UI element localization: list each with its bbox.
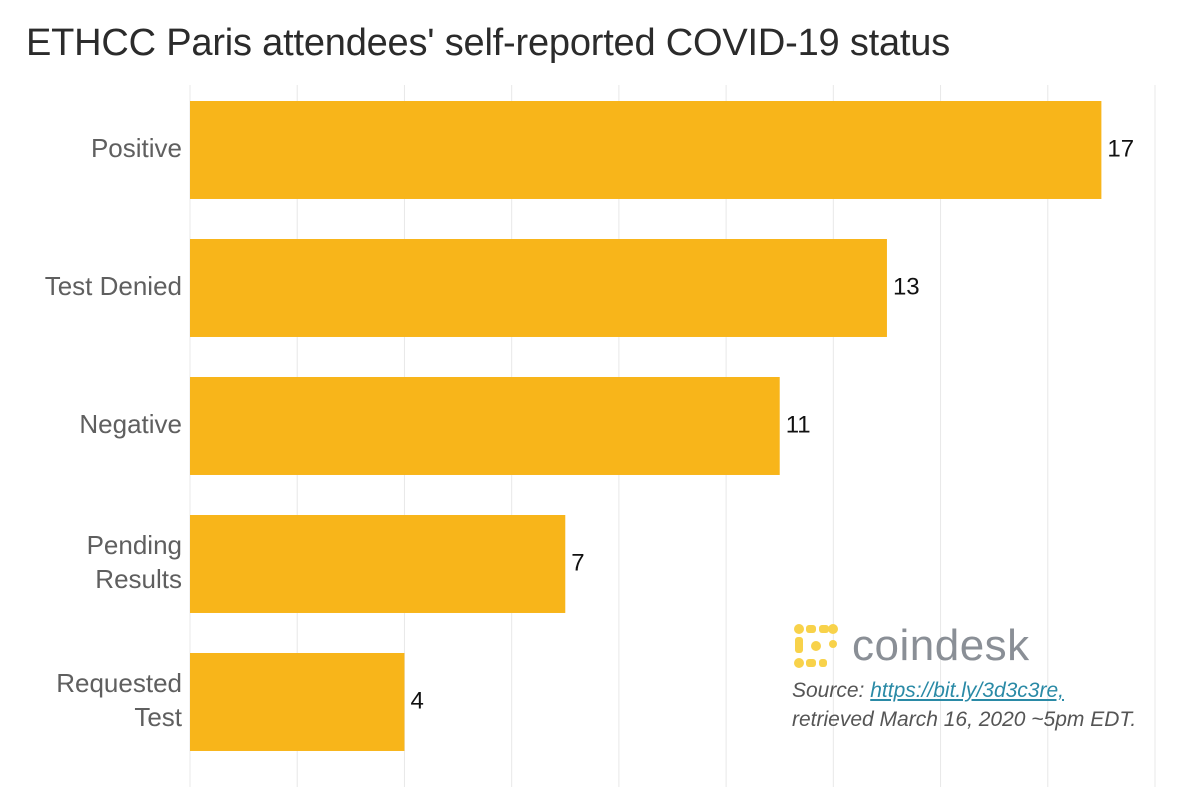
bar xyxy=(190,515,566,613)
category-label-line: Negative xyxy=(79,409,182,439)
category-label-line: Pending xyxy=(87,530,182,560)
category-label-line: Requested xyxy=(56,668,182,698)
value-labels: 17 13 11 7 4 xyxy=(410,135,1134,714)
category-label-line: Test Denied xyxy=(45,271,182,301)
category-label: Requested Test xyxy=(56,668,183,732)
value-label: 13 xyxy=(893,273,920,300)
category-label: Test Denied xyxy=(45,271,182,301)
value-label: 17 xyxy=(1107,135,1134,162)
coindesk-watermark: coindesk Source: https://bit.ly/3d3c3re,… xyxy=(792,618,1192,734)
source-prefix: Source: xyxy=(792,679,871,702)
coindesk-logo-text: coindesk xyxy=(852,621,1030,670)
source-retrieved: retrieved March 16, 2020 ~5pm EDT. xyxy=(792,708,1137,731)
value-label: 11 xyxy=(786,411,811,438)
bar xyxy=(190,377,780,475)
coindesk-logo: coindesk xyxy=(792,618,1192,674)
source-note: Source: https://bit.ly/3d3c3re, retrieve… xyxy=(792,676,1192,734)
category-labels: Positive Test Denied Negative Pending Result… xyxy=(45,133,183,732)
category-label-line: Test xyxy=(134,702,182,732)
source-link[interactable]: https://bit.ly/3d3c3re, xyxy=(870,679,1064,702)
value-label: 7 xyxy=(571,549,584,576)
category-label: Pending Results xyxy=(87,530,182,594)
category-label: Negative xyxy=(79,409,182,439)
bars xyxy=(190,101,1102,751)
category-label-line: Results xyxy=(95,564,182,594)
value-label: 4 xyxy=(410,687,423,714)
bar xyxy=(190,653,405,751)
chart-title: ETHCC Paris attendees' self-reported COV… xyxy=(26,22,950,64)
category-label-line: Positive xyxy=(91,133,182,163)
coindesk-logo-icon xyxy=(794,624,838,668)
category-label: Positive xyxy=(91,133,182,163)
bar xyxy=(190,239,887,337)
bar xyxy=(190,101,1102,199)
